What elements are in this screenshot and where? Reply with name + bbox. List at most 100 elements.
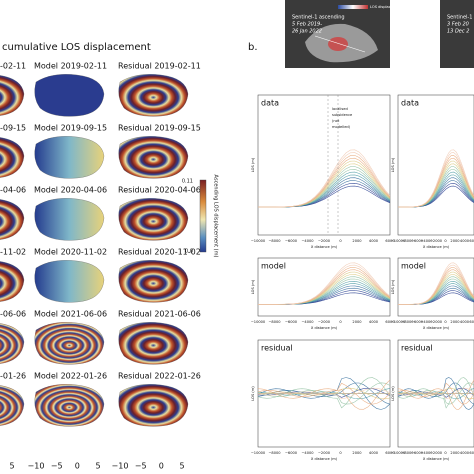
x-tick-label: 2000 bbox=[450, 451, 460, 455]
x-tick-label: 0 bbox=[339, 239, 342, 243]
colorbar bbox=[199, 179, 207, 253]
map-label: Model 2020-11-02 bbox=[34, 248, 107, 257]
map-label: Residual 2020-11-02 bbox=[118, 248, 201, 257]
map-label: -01-26 bbox=[0, 372, 26, 381]
map-model bbox=[34, 384, 105, 427]
x-tick-label: −8000 bbox=[268, 320, 281, 324]
profile-line bbox=[314, 35, 366, 53]
map-label: -06-06 bbox=[0, 310, 26, 319]
map-label: Model 2019-09-15 bbox=[34, 124, 107, 133]
x-axis-label: X distance (m) bbox=[423, 326, 450, 330]
x-tick-label: 0 bbox=[159, 462, 164, 471]
x-tick-label: −8000 bbox=[401, 239, 414, 243]
x-tick-label: −2000 bbox=[318, 320, 331, 324]
y-axis-label: LOS (m) bbox=[391, 279, 395, 294]
x-tick-label: −10000 bbox=[251, 239, 266, 243]
x-tick-label: 4000 bbox=[369, 320, 379, 324]
x-tick-label: −10000 bbox=[391, 320, 406, 324]
x-tick-label: −4000 bbox=[301, 320, 314, 324]
map-label: Model 2020-04-06 bbox=[34, 186, 107, 195]
inset-dates: 13 Dec 2 bbox=[447, 29, 469, 35]
map-label: Residual 2022-01-26 bbox=[118, 372, 201, 381]
profile-line bbox=[397, 382, 474, 405]
inset-cb-label: LOS displacement (m) bbox=[370, 5, 410, 9]
x-axis-label: X distance (m) bbox=[311, 326, 338, 330]
x-tick-label: −4000 bbox=[420, 320, 433, 324]
x-tick-label: 6000 bbox=[385, 320, 395, 324]
x-tick-label: −8000 bbox=[401, 320, 414, 324]
map-label: Residual 2021-06-06 bbox=[118, 310, 201, 319]
profile-line bbox=[257, 382, 391, 405]
x-tick-label: −10000 bbox=[391, 451, 406, 455]
map-label: Model 2019-02-11 bbox=[34, 62, 107, 71]
panel-a-title: cumulative LOS displacement bbox=[2, 42, 151, 53]
profile-line bbox=[398, 262, 474, 305]
map-label: Model 2022-01-26 bbox=[34, 372, 107, 381]
x-tick-label: 4000 bbox=[369, 451, 379, 455]
x-tick-label: 4000 bbox=[460, 451, 470, 455]
profile-line bbox=[398, 149, 474, 208]
x-tick-label: 6000 bbox=[469, 239, 474, 243]
x-tick-label: −6000 bbox=[285, 451, 298, 455]
y-axis-label: LOS (m) bbox=[251, 279, 255, 294]
map-residual bbox=[118, 384, 189, 427]
plot-frame bbox=[397, 257, 474, 317]
map-label: Residual 2019-02-11 bbox=[118, 62, 201, 71]
inset-right bbox=[440, 0, 474, 68]
profile-line bbox=[257, 387, 391, 400]
legend-text: modelled) bbox=[332, 125, 351, 129]
x-tick-label: −2000 bbox=[318, 239, 331, 243]
inset-title: Sentinel-1 ascending bbox=[292, 15, 345, 21]
map-label: -04-06 bbox=[0, 186, 26, 195]
profile-line bbox=[257, 382, 391, 405]
y-axis-label: LOS (m) bbox=[251, 157, 255, 172]
profile-line bbox=[258, 149, 391, 208]
inset-dates: 5 Feb 2019- bbox=[292, 22, 322, 28]
x-tick-label: 5 bbox=[95, 462, 100, 471]
profile-line bbox=[397, 379, 474, 410]
x-tick-label: 2000 bbox=[450, 239, 460, 243]
x-tick-label: −6000 bbox=[411, 320, 424, 324]
profile-line bbox=[258, 152, 391, 208]
profile-line bbox=[257, 382, 391, 405]
x-tick-label: −10000 bbox=[251, 451, 266, 455]
plot-label: residual bbox=[401, 344, 433, 353]
inset-dates: 3 Feb 20 bbox=[447, 22, 469, 28]
map-label: -02-11 bbox=[0, 62, 26, 71]
map-data bbox=[0, 199, 25, 240]
profile-line bbox=[258, 262, 391, 305]
x-tick-label: −10 bbox=[28, 462, 45, 471]
map-residual bbox=[118, 74, 189, 117]
colorbar-label: Ascending LOS displacement (m) bbox=[213, 175, 219, 258]
x-tick-label: 6000 bbox=[385, 239, 395, 243]
inset-colorbar bbox=[338, 5, 368, 9]
profile-plots: data localised subsidence (not modelled) −100… bbox=[251, 94, 474, 461]
colorbar-bottom: 0.0 bbox=[185, 249, 193, 255]
profile-line bbox=[258, 267, 391, 305]
map-residual bbox=[118, 198, 189, 241]
x-axis-label: X distance (m) bbox=[423, 457, 450, 461]
x-tick-label: −2000 bbox=[318, 451, 331, 455]
map-data bbox=[0, 137, 25, 178]
x-tick-label: 6000 bbox=[385, 451, 395, 455]
colorbar-top: 0.11 bbox=[182, 179, 193, 185]
map-label: -11-02 bbox=[0, 248, 26, 257]
map-model bbox=[34, 136, 105, 179]
y-axis-label: LOS (m) bbox=[391, 386, 395, 401]
x-tick-label: −2000 bbox=[430, 239, 443, 243]
x-tick-label: −4000 bbox=[420, 451, 433, 455]
x-tick-label: 0 bbox=[75, 462, 80, 471]
profile-line bbox=[257, 379, 391, 410]
map-label: Residual 2019-09-15 bbox=[118, 124, 201, 133]
map-residual bbox=[118, 322, 189, 365]
x-tick-label: −8000 bbox=[401, 451, 414, 455]
x-tick-label: −4000 bbox=[420, 239, 433, 243]
panel-b-label: b. bbox=[248, 42, 258, 53]
profile-line bbox=[397, 387, 474, 400]
legend-text: (not bbox=[332, 119, 340, 123]
x-tick-label: 2000 bbox=[352, 451, 362, 455]
y-axis-label: LOS (m) bbox=[251, 386, 255, 401]
profile-line bbox=[397, 382, 474, 405]
map-model bbox=[34, 260, 105, 303]
